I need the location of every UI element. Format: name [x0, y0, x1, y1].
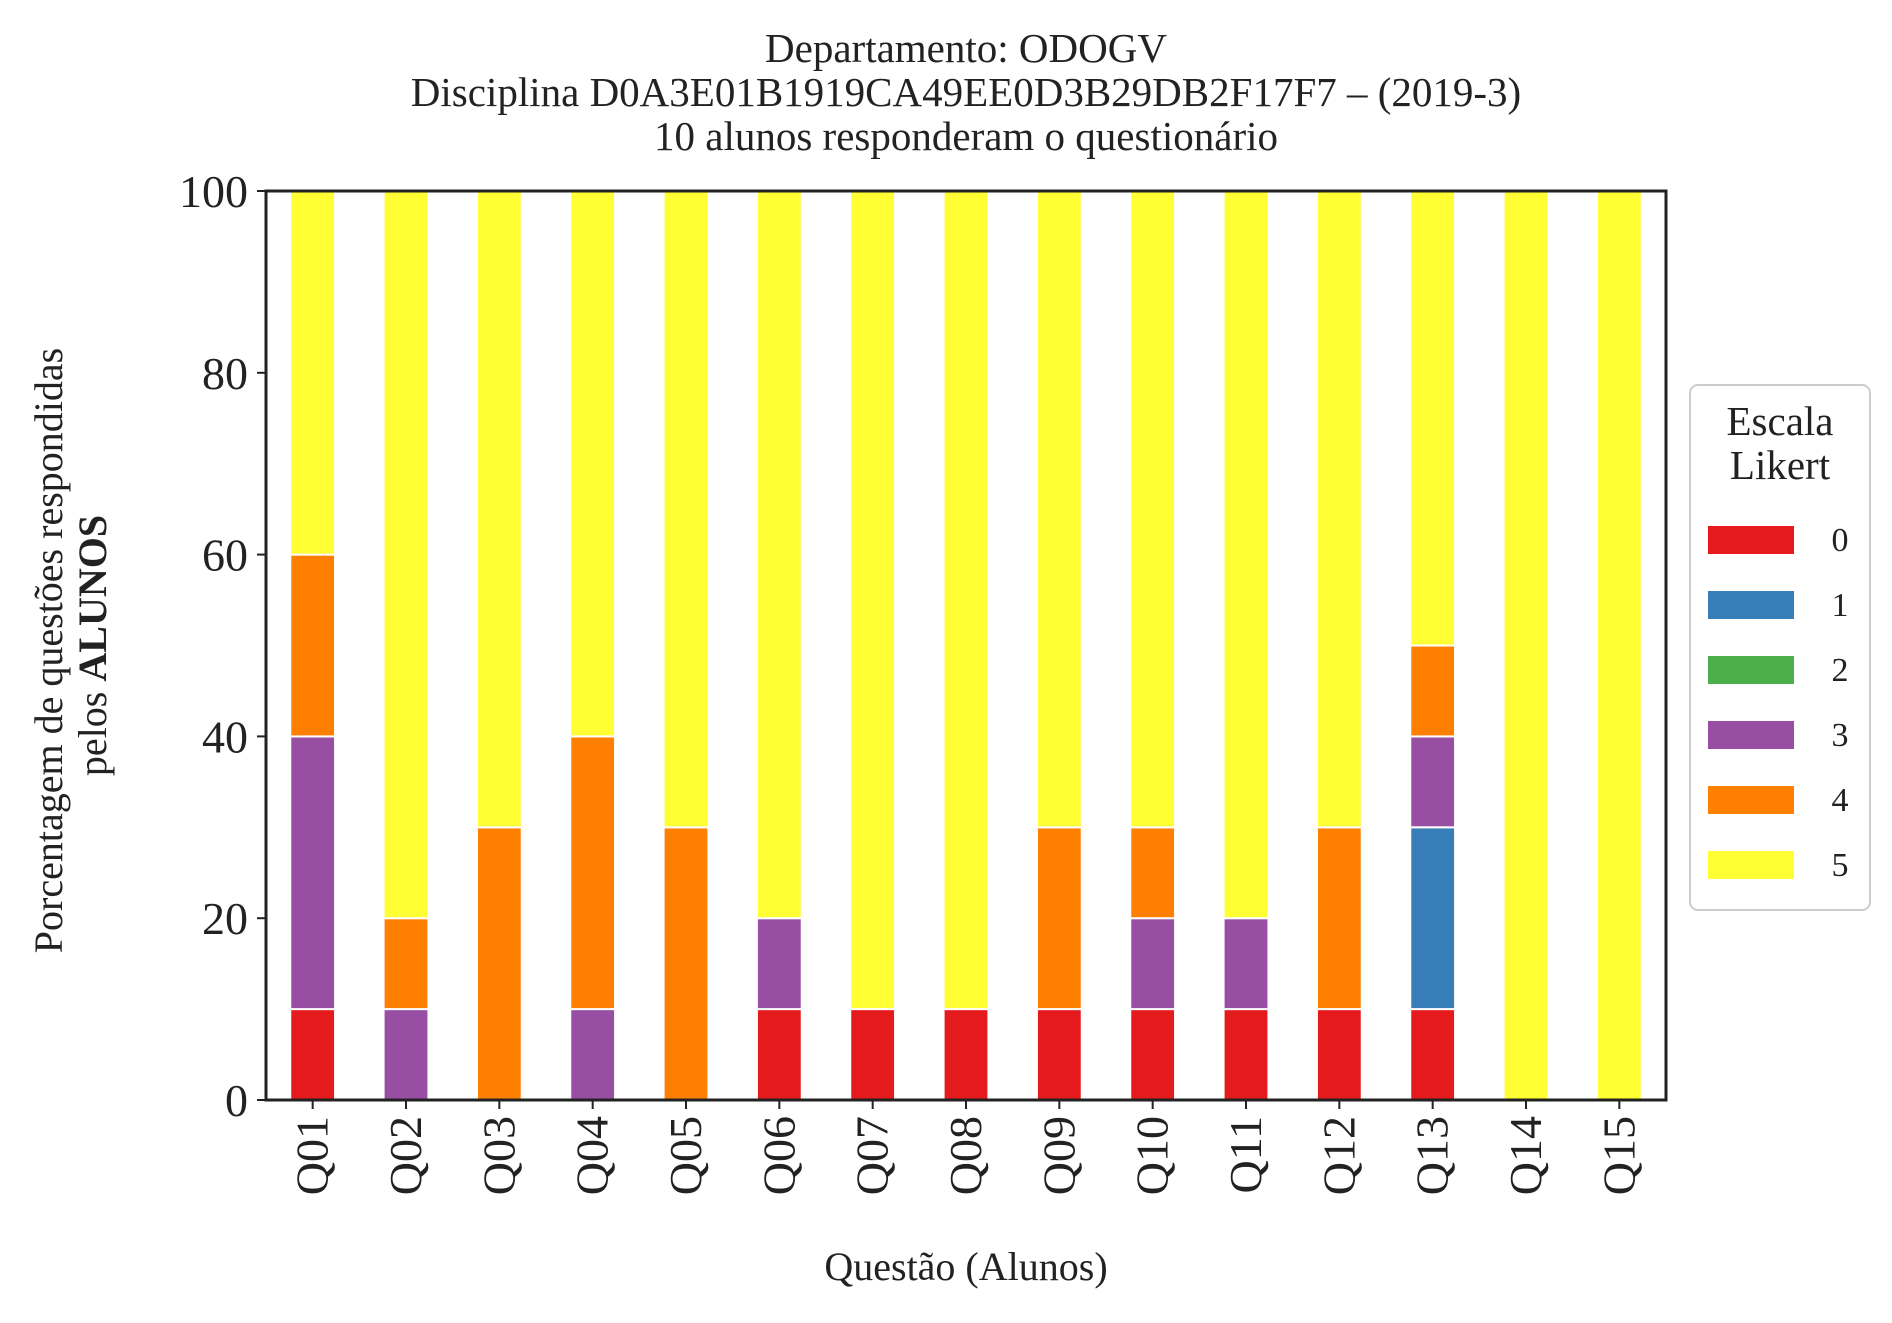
bar-Q12-likert-0 [1315, 1008, 1363, 1101]
bar-Q01-likert-0 [289, 1008, 337, 1101]
bar-Q02-likert-4 [382, 917, 430, 1011]
bar-Q05-likert-5 [662, 190, 710, 829]
bar-Q01-likert-4 [289, 553, 337, 738]
legend-label-2: 2 [1832, 652, 1849, 689]
x-tick-label: Q15 [1593, 1116, 1644, 1195]
x-tick-label: Q13 [1407, 1116, 1458, 1195]
y-tick-label: 80 [202, 348, 248, 399]
bar-Q06-likert-3 [755, 917, 803, 1011]
bar-Q08-likert-5 [942, 190, 990, 1011]
y-tick-label: 40 [202, 711, 248, 762]
bar-Q03-likert-5 [475, 190, 523, 829]
y-axis-label-bold: ALUNOS [70, 515, 115, 682]
legend-swatch-1 [1708, 591, 1794, 619]
bar-Q01-likert-5 [289, 190, 337, 556]
legend-box [1689, 384, 1871, 911]
y-tick-label: 0 [225, 1075, 248, 1126]
bar-Q13-likert-3 [1409, 735, 1457, 829]
x-tick-label: Q04 [567, 1116, 618, 1195]
bar-Q11-likert-0 [1222, 1008, 1270, 1101]
bar-Q12-likert-4 [1315, 826, 1363, 1011]
y-tick-label: 20 [202, 893, 248, 944]
bar-Q11-likert-3 [1222, 917, 1270, 1011]
bar-Q01-likert-3 [289, 735, 337, 1011]
y-tick-label: 60 [202, 530, 248, 581]
legend-swatch-0 [1708, 526, 1794, 554]
x-tick-label: Q05 [660, 1116, 711, 1195]
bar-Q10-likert-0 [1129, 1008, 1177, 1101]
x-tick-label: Q11 [1220, 1116, 1271, 1194]
bars [289, 190, 1643, 1101]
title-line-1: Departamento: ODOGV [765, 25, 1167, 71]
x-tick-label: Q06 [753, 1116, 804, 1195]
x-tick-label: Q14 [1500, 1116, 1551, 1195]
legend-swatch-4 [1708, 786, 1794, 814]
x-tick-label: Q07 [847, 1116, 898, 1195]
title-line-2: Disciplina D0A3E01B1919CA49EE0D3B29DB2F1… [411, 69, 1521, 115]
bar-Q10-likert-4 [1129, 826, 1177, 920]
title-line-3: 10 alunos responderam o questionário [654, 113, 1278, 159]
bar-Q14-likert-5 [1502, 190, 1550, 1101]
bar-Q09-likert-0 [1035, 1008, 1083, 1101]
y-tick-label: 100 [179, 166, 248, 217]
bar-Q08-likert-0 [942, 1008, 990, 1101]
x-tick-label: Q01 [287, 1116, 338, 1195]
y-axis: 0 20 40 60 80 100 [179, 166, 266, 1126]
x-tick-label: Q10 [1127, 1116, 1178, 1195]
legend-swatch-2 [1708, 656, 1794, 684]
x-tick-label: Q02 [380, 1116, 431, 1195]
bar-Q06-likert-0 [755, 1008, 803, 1101]
legend-title-line-1: Escala [1727, 398, 1834, 444]
legend-label-3: 3 [1832, 717, 1849, 754]
bar-Q09-likert-5 [1035, 190, 1083, 829]
legend-label-1: 1 [1832, 587, 1849, 624]
bar-Q07-likert-0 [849, 1008, 897, 1101]
bar-Q13-likert-4 [1409, 644, 1457, 738]
legend-label-0: 0 [1832, 522, 1849, 559]
x-tick-label: Q09 [1033, 1116, 1084, 1195]
bar-Q06-likert-5 [755, 190, 803, 920]
bar-Q04-likert-5 [569, 190, 617, 738]
x-axis: Q01 Q02 Q03 Q04 Q05 Q06 Q07 Q08 Q09 Q10 Q11 Q12 Q13 Q… [287, 1100, 1644, 1195]
bar-Q12-likert-5 [1315, 190, 1363, 829]
bar-Q07-likert-5 [849, 190, 897, 1011]
bar-Q11-likert-5 [1222, 190, 1270, 920]
bar-Q05-likert-4 [662, 826, 710, 1101]
y-axis-label-plain: pelos [70, 682, 115, 776]
x-tick-label: Q03 [473, 1116, 524, 1195]
bar-Q09-likert-4 [1035, 826, 1083, 1011]
bar-Q13-likert-1 [1409, 826, 1457, 1011]
bar-Q13-likert-5 [1409, 190, 1457, 647]
bar-Q10-likert-3 [1129, 917, 1177, 1011]
legend-title-line-2: Likert [1730, 442, 1831, 488]
x-tick-label: Q08 [940, 1116, 991, 1195]
bar-Q02-likert-3 [382, 1008, 430, 1101]
bar-Q03-likert-4 [475, 826, 523, 1101]
x-axis-label: Questão (Alunos) [824, 1244, 1107, 1289]
bar-Q13-likert-0 [1409, 1008, 1457, 1101]
legend-swatch-5 [1708, 851, 1794, 879]
y-axis-label-line2: pelos ALUNOS [70, 515, 115, 776]
bar-Q02-likert-5 [382, 190, 430, 920]
x-tick-label: Q12 [1313, 1116, 1364, 1195]
legend-label-5: 5 [1832, 847, 1849, 884]
legend-swatch-3 [1708, 721, 1794, 749]
bar-Q04-likert-4 [569, 735, 617, 1011]
bar-Q10-likert-5 [1129, 190, 1177, 829]
bar-Q04-likert-3 [569, 1008, 617, 1101]
y-axis-label-line1: Porcentagem de questões respondidas [26, 348, 71, 953]
y-axis-label: Porcentagem de questões respondidas pelo… [26, 338, 115, 953]
bar-Q15-likert-5 [1595, 190, 1643, 1101]
legend-label-4: 4 [1832, 782, 1849, 819]
